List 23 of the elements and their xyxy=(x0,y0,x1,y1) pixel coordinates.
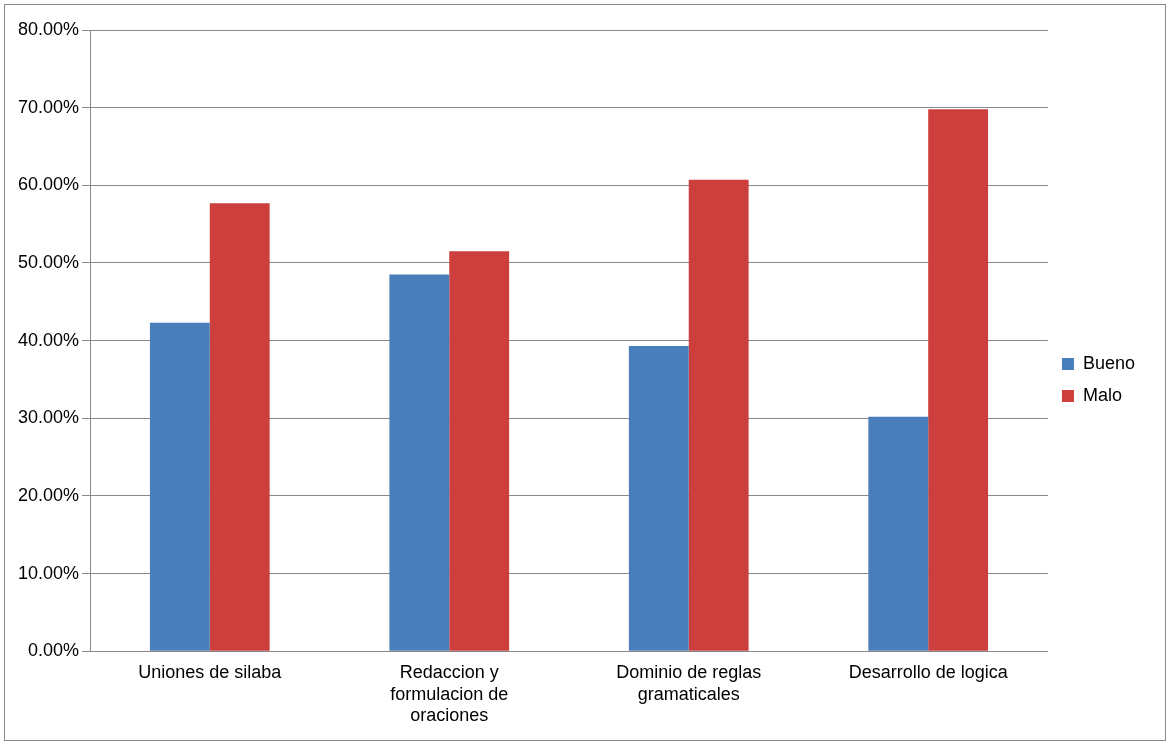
y-tick-label: 0.00% xyxy=(28,640,80,661)
y-tick-label: 80.00% xyxy=(17,18,80,39)
x-tick-label: Dominio de reglas gramaticales xyxy=(616,661,762,704)
x-tick-label: Redaccion y formulacion de oraciones xyxy=(390,661,509,726)
y-tick-label: 10.00% xyxy=(17,562,80,583)
y-tick-label: 60.00% xyxy=(17,174,80,195)
y-tick-label: 50.00% xyxy=(17,251,80,272)
bar xyxy=(449,251,510,651)
y-tick-label: 70.00% xyxy=(17,96,80,117)
bar xyxy=(149,322,210,651)
bar xyxy=(389,274,450,651)
bar xyxy=(928,109,989,651)
x-tick-label: Uniones de silaba xyxy=(138,661,283,682)
y-tick-label: 20.00% xyxy=(17,484,80,505)
y-tick-label: 40.00% xyxy=(17,329,80,350)
bar xyxy=(628,346,689,651)
bar xyxy=(209,203,270,651)
legend-label: Malo xyxy=(1082,384,1122,405)
legend-label: Bueno xyxy=(1082,352,1136,373)
bar xyxy=(868,416,929,651)
x-tick-label: Desarrollo de logica xyxy=(848,661,1009,682)
bar xyxy=(688,179,749,651)
y-tick-label: 30.00% xyxy=(17,407,80,428)
